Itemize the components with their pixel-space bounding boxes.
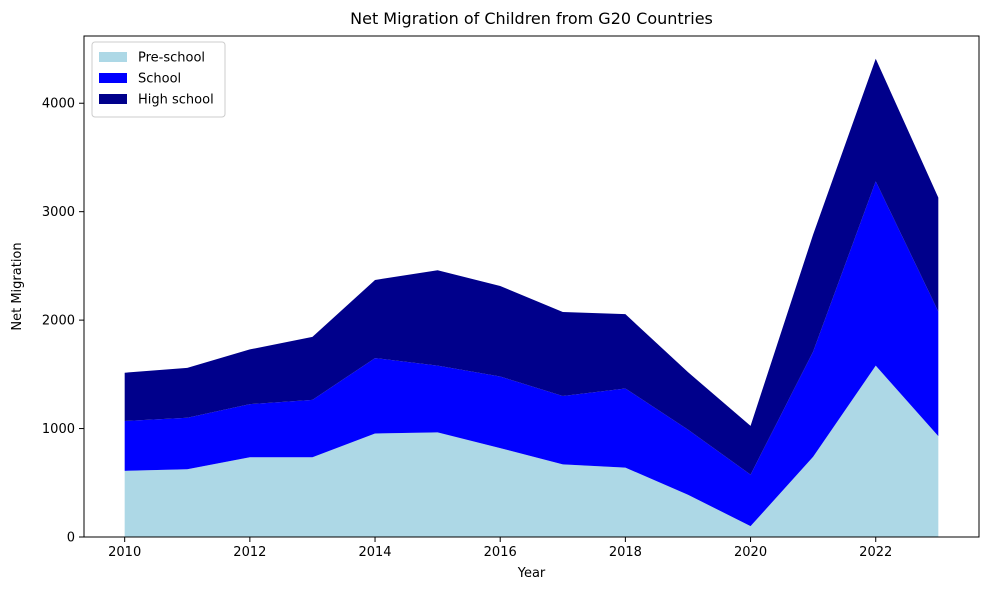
- x-axis-label: Year: [517, 566, 546, 581]
- legend-label-school: School: [138, 72, 181, 87]
- legend-swatch-pre-school: [99, 52, 127, 62]
- area-school: [124, 181, 939, 527]
- x-tick-label: 2010: [108, 545, 141, 560]
- y-tick-label: 4000: [42, 97, 75, 112]
- y-axis: 0 1000 2000 3000 4000: [42, 97, 84, 546]
- legend: Pre-school School High school: [91, 41, 226, 118]
- chart-title: Net Migration of Children from G20 Count…: [350, 9, 713, 28]
- y-tick-label: 1000: [42, 422, 75, 437]
- x-axis: 2010 2012 2014 2016 2018 2020 2022: [108, 537, 892, 560]
- x-tick-label: 2016: [484, 545, 517, 560]
- y-tick-label: 0: [67, 531, 75, 546]
- plot-frame: [83, 35, 980, 538]
- area-layer: [124, 58, 939, 537]
- x-tick-label: 2012: [233, 545, 266, 560]
- legend-swatch-school: [99, 73, 127, 83]
- y-axis-label: Net Migration: [10, 242, 25, 330]
- x-tick-label: 2018: [609, 545, 642, 560]
- legend-label-pre-school: Pre-school: [138, 51, 205, 66]
- x-tick-label: 2022: [859, 545, 892, 560]
- x-tick-label: 2020: [734, 545, 767, 560]
- area-pre-school: [124, 365, 939, 537]
- y-tick-label: 2000: [42, 314, 75, 329]
- legend-label-high-school: High school: [138, 93, 214, 108]
- y-tick-label: 3000: [42, 205, 75, 220]
- x-tick-label: 2014: [358, 545, 391, 560]
- area-high-school: [124, 58, 939, 475]
- legend-swatch-high-school: [99, 94, 127, 104]
